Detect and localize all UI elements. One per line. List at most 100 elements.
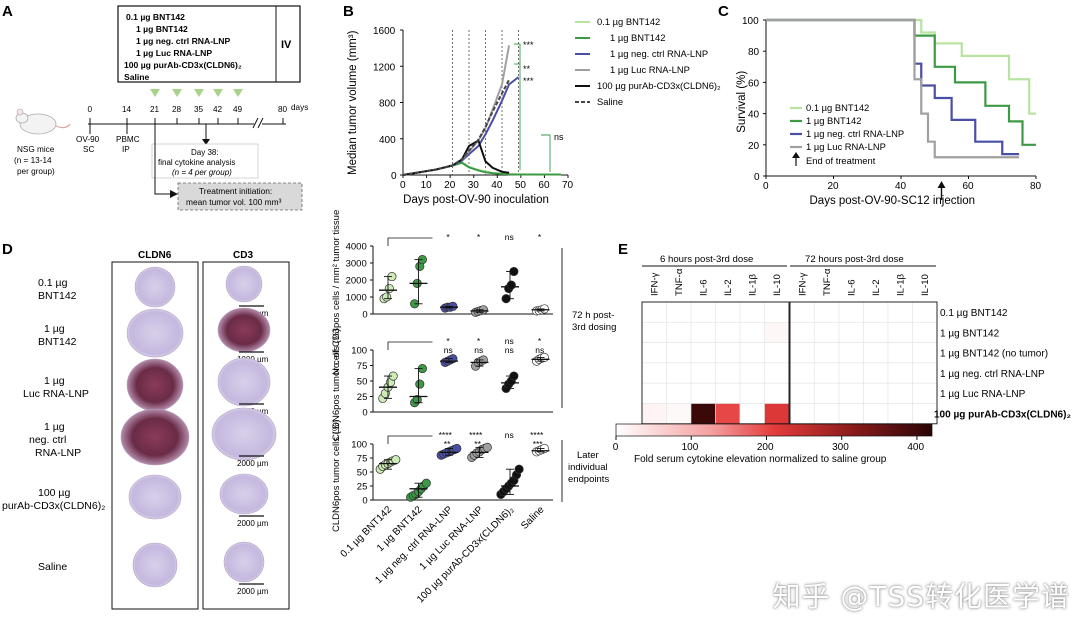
cldn6-tissue-image-3 [120,408,190,466]
heat-cell [912,321,938,343]
cytokine-label-72h: IL-1β [895,273,906,296]
cytokine-label-72h: IL-10 [920,274,931,296]
heat-cell [641,321,667,343]
cd3-tissue-image-2 [217,357,271,407]
header-72h: 72 hours post-3rd dose [805,254,904,265]
panel-letter-a: A [2,3,13,20]
row-label-2: Luc RNA-LNP [23,388,89,400]
row-label-3: 1 µg [44,421,65,433]
legend-label-4: 100 µg purAb-CD3x(CLDN6)₂ [597,80,721,91]
cd3-column-frame [202,261,290,610]
y-tick-label: 0 [391,171,397,182]
heat-cell [887,403,913,425]
timeline-day-label: 49 [233,105,243,114]
heat-cell [641,362,667,384]
data-point-g0 [384,283,394,294]
heat-cell [641,382,667,404]
heat-cell [641,301,667,323]
mouse-label-0: NSG mice [17,145,55,154]
cldn6-tissue-image-0 [134,266,176,308]
panel-e-heatmap: 6 hours post-3rd dose 72 hours post-3rd d… [613,254,1071,465]
cd3-tissue-image-1 [217,307,271,353]
row-label-3: 1 µg neg. ctrl RNA-LNP [940,369,1045,380]
x-tick-label: 60 [963,181,975,192]
mouse-label-2: per group) [17,167,55,176]
scale-bar-label: 2000 µm [237,519,269,528]
treatment-arrowhead [170,190,178,198]
timeline-day-label: 35 [194,105,204,114]
significance-label: ns [535,345,544,355]
heat-cell [912,301,938,323]
row-label-0: 0.1 µg [38,277,68,289]
significance-label: *** [533,439,544,449]
y-tick-label: 50 [357,377,368,388]
heat-cell [887,342,913,364]
heat-cell [887,362,913,384]
row-label-0: 0.1 µg BNT142 [940,308,1008,319]
heat-cell [814,342,840,364]
pbmc-route: IP [122,145,130,154]
col-header-cd3: CD3 [233,250,253,261]
heat-cell [739,321,765,343]
heat-cell [838,342,864,364]
data-point-g4 [506,280,516,290]
dose-arrow-icon [172,89,182,97]
row-label-3: RNA-LNP [35,447,81,459]
y-tick-label: 80 [748,47,760,58]
heat-cell [764,403,790,425]
row-label-4: purAb-CD3x(CLDN6)₂ [2,500,105,512]
y-tick-label: 60 [748,78,760,89]
colorbar-tick-label: 200 [757,442,774,453]
sig-label: *** [523,76,534,86]
bracket-later-label-line1: Later [577,450,599,461]
mouse-label-1: (n = 13-14 [14,156,52,165]
y-tick-label: 1200 [373,62,396,73]
bracket-72h-label-line2: 3rd dosing [572,322,616,333]
heat-cell [838,382,864,404]
heat-cell [764,301,790,323]
significance-label: ns [444,345,453,355]
sig-bracket [514,43,521,170]
heat-cell [739,403,765,425]
series-line-4 [402,139,510,176]
heat-cell [641,403,667,425]
timeline-break [257,117,264,129]
x-tick-label: 20 [444,180,456,191]
y-tick-label: 25 [357,392,368,403]
heat-cell [739,362,765,384]
heat-cell [690,382,716,404]
panel-a: 0.1 µg BNT142 1 µg BNT142 1 µg neg. ctrl… [14,5,308,211]
y-tick-label: 20 [748,141,760,152]
significance-label: * [446,232,450,242]
x-tick-label: 40 [895,181,907,192]
legend-item-1: 1 µg BNT142 [136,24,188,34]
heat-cell [838,301,864,323]
sig-label: *** [523,40,534,50]
x-tick-label: 60 [538,180,550,191]
heat-cell [666,362,692,384]
colorbar-tick-label: 100 [682,442,699,453]
timeline-day-label: 42 [213,105,223,114]
mouse-icon [15,108,71,135]
heat-cell [715,321,741,343]
colorbar-tick-label: 400 [907,442,924,453]
heat-cell [863,301,889,323]
bracket-later-label-line2: individual [568,462,608,473]
y-tick-label: 0 [362,408,367,419]
cd3-tissue-image-4 [219,473,269,515]
significance-label: ns [505,232,514,242]
data-point-g0 [391,455,401,465]
cytokine-label-6h: IL-10 [772,274,783,296]
heat-cell [912,362,938,384]
timeline-day-label: 80 [278,105,288,114]
cldn6-tissue-image-2 [126,358,184,412]
header-6h: 6 hours post-3rd dose [660,254,753,265]
legend-item-2: 1 µg neg. ctrl RNA-LNP [136,36,231,46]
panel-b-tumor-volume-chart: 0 10 20 30 40 50 60 70 0 400 800 1200 1600 Days post-… [347,16,721,206]
panel-letter-d: D [2,241,13,258]
sig-label: ns [554,132,564,142]
cytokine-label-72h: TNF-α [822,268,833,296]
y-tick-label: 4000 [346,242,367,253]
cd3-tissue-image-5 [223,541,265,583]
